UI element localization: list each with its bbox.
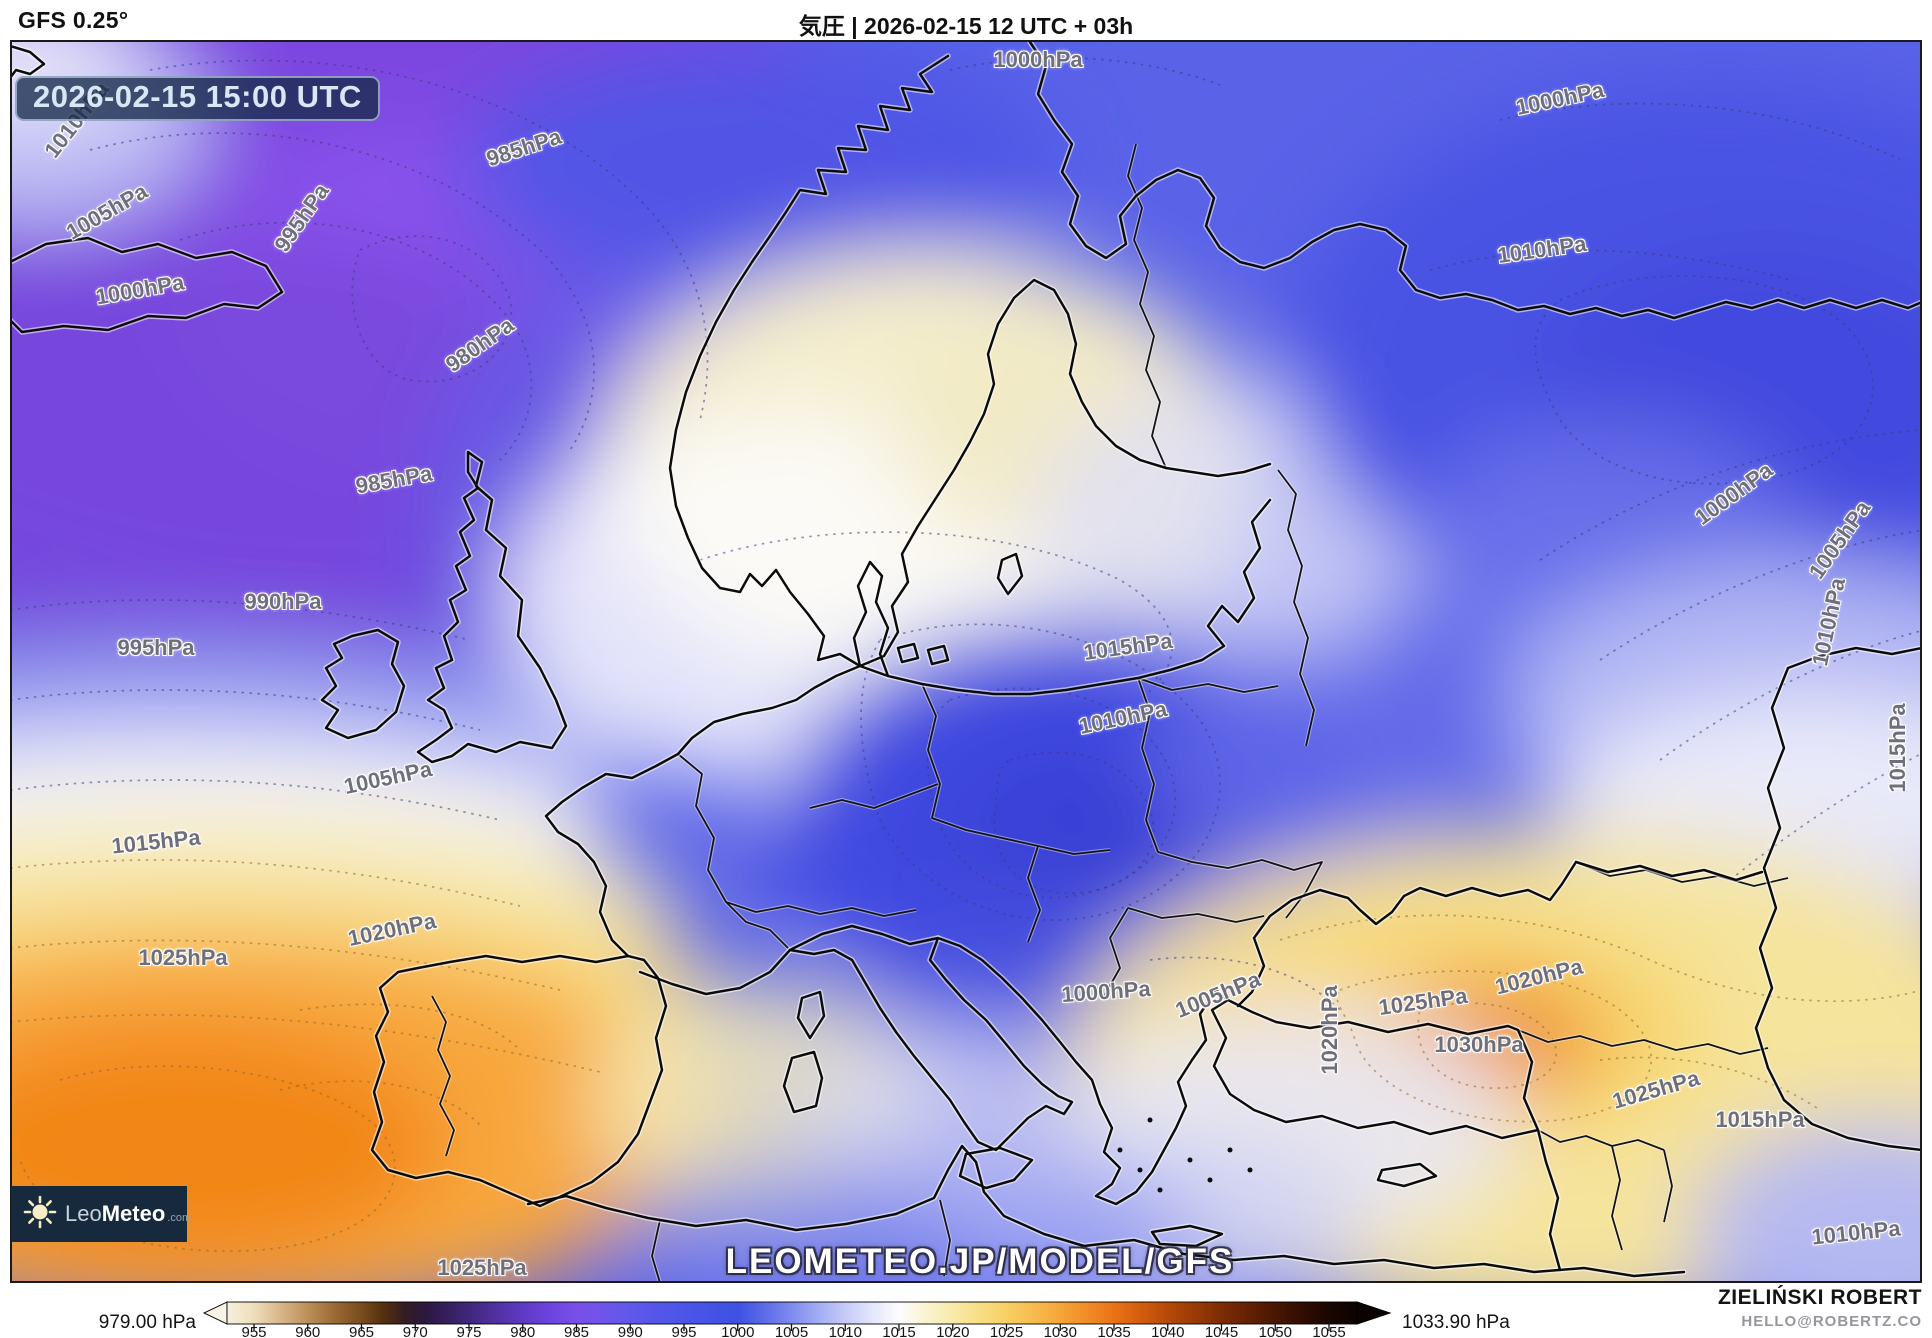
colorbar-tick-label: 975 <box>456 1324 481 1338</box>
colorbar-tick-label: 1055 <box>1312 1324 1345 1338</box>
colorbar-left-arrow <box>202 1301 228 1325</box>
footer-bar: 979.00 hPa 955 960 965 970 975 980 985 990 995 10… <box>0 1283 1932 1338</box>
colorbar-right-arrow <box>1356 1301 1392 1325</box>
colorbar-min-label: 979.00 hPa <box>99 1312 197 1333</box>
colorbar-tick-label: 1050 <box>1259 1324 1292 1338</box>
leometeo-logo: Leo Meteo .com <box>11 1186 191 1242</box>
logo-text: Leo Meteo .com <box>65 1201 191 1227</box>
logo-suffix: .com <box>167 1212 192 1224</box>
colorbar-tick-label: 1025 <box>990 1324 1023 1338</box>
logo-bold: Meteo <box>101 1201 166 1226</box>
colorbar-tick-label: 990 <box>618 1324 643 1338</box>
logo-prefix: Leo <box>65 1201 102 1226</box>
credits: ZIELIŃSKI ROBERT HELLO@ROBERTZ.CO <box>1718 1286 1922 1330</box>
colorbar-tick-label: 1010 <box>829 1324 862 1338</box>
model-label: GFS 0.25° <box>18 7 129 33</box>
pressure-map: 1010hPa1005hPa1000hPa995hPa985hPa980hPa9… <box>10 40 1922 1283</box>
colorbar-tick-label: 1035 <box>1097 1324 1130 1338</box>
aegean-islands <box>1117 1117 1253 1193</box>
colorbar-tick-label: 1005 <box>775 1324 808 1338</box>
sun-icon <box>23 1195 57 1234</box>
colorbar-tick-label: 1040 <box>1151 1324 1184 1338</box>
colorbar-tick-label: 1015 <box>882 1324 915 1338</box>
colorbar-max-label: 1033.90 hPa <box>1402 1312 1510 1333</box>
colorbar-tick-label: 980 <box>510 1324 535 1338</box>
coastlines <box>10 42 1922 1283</box>
colorbar-gradient-bar <box>226 1301 1358 1325</box>
colorbar-tick-label: 1045 <box>1205 1324 1238 1338</box>
colorbar-ticks: 955 960 965 970 975 980 985 990 995 1000 1005 1010 1… <box>241 1324 1346 1338</box>
map-frame <box>10 40 1922 1283</box>
colorbar-tick-label: 960 <box>295 1324 320 1338</box>
colorbar-tick-label: 1020 <box>936 1324 969 1338</box>
timestamp-badge: 2026-02-15 15:00 UTC <box>15 76 380 121</box>
colorbar-tick-label: 1000 <box>721 1324 754 1338</box>
colorbar-tick-label: 1030 <box>1044 1324 1077 1338</box>
watermark: LEOMETEO.JP/MODEL/GFS <box>725 1242 1235 1281</box>
colorbar-tick-label: 995 <box>671 1324 696 1338</box>
colorbar-tick-label: 965 <box>349 1324 374 1338</box>
credit-contact: HELLO@ROBERTZ.CO <box>1741 1313 1922 1331</box>
map-canvas <box>10 40 1922 1283</box>
page-title: 気圧 | 2026-02-15 12 UTC + 03h <box>798 13 1134 39</box>
credit-author: ZIELIŃSKI ROBERT <box>1717 1286 1922 1309</box>
header-bar: GFS 0.25° 気圧 | 2026-02-15 12 UTC + 03h <box>0 0 1932 40</box>
colorbar-tick-label: 985 <box>564 1324 589 1338</box>
isobar-contours <box>10 57 1922 1252</box>
colorbar-tick-label: 970 <box>403 1324 428 1338</box>
colorbar: 979.00 hPa 955 960 965 970 975 980 985 990 995 10… <box>99 1301 1510 1338</box>
colorbar-tick-label: 955 <box>241 1324 266 1338</box>
pressure-field <box>10 40 1922 1283</box>
